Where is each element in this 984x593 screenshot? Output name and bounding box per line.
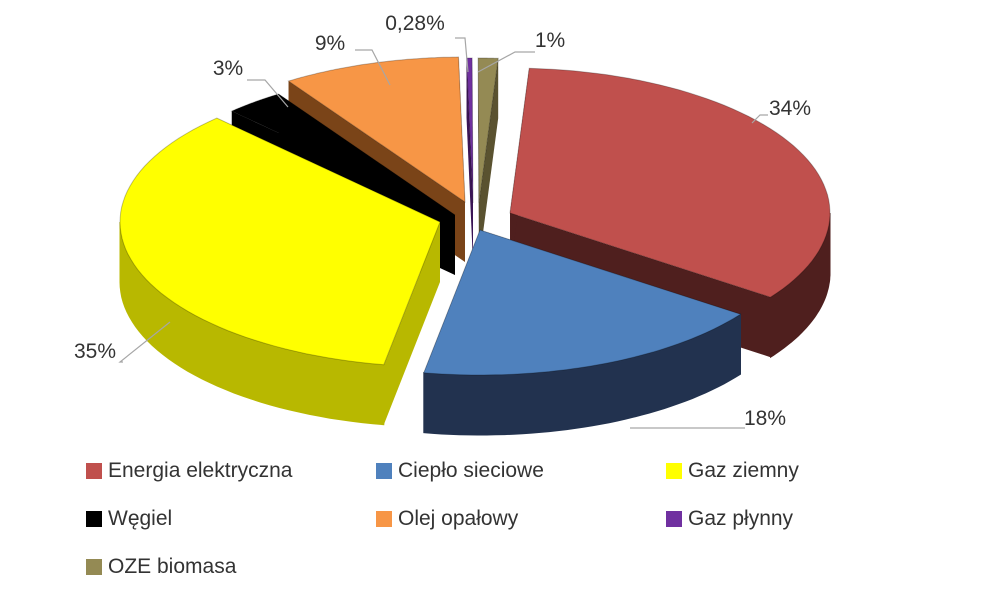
slice-rim-0 [770, 213, 831, 359]
slice-tops [119, 56, 831, 376]
leader-line-5 [455, 37, 469, 73]
data-label-1: 18% [744, 407, 786, 430]
legend-label: Gaz ziemny [688, 459, 799, 482]
data-label-6: 1% [535, 29, 565, 52]
legend-item: Gaz ziemny [666, 458, 866, 484]
leader-line-0 [751, 114, 768, 124]
slice-face-6-1 [479, 58, 499, 263]
data-labels: 34% 18% 35% 3% 9% 0,28% 1% [74, 12, 811, 430]
legend-item: Węgiel [86, 506, 376, 532]
legend-label: Gaz płynny [688, 507, 794, 530]
legend-swatch [666, 463, 682, 479]
legend-label: Olej opałowy [398, 507, 519, 530]
slice-olej-opałowy [287, 56, 466, 203]
legend-swatch [376, 463, 392, 479]
leader-lines [118, 37, 768, 429]
slice-face-2-0 [383, 222, 440, 425]
legend-item: Energia elektryczna [86, 458, 376, 484]
legend-item: Ciepło sieciowe [376, 458, 666, 484]
legend-swatch [86, 511, 102, 527]
legend: Energia elektryczna Ciepło sieciowe Gaz zi… [86, 458, 846, 580]
legend-swatch [86, 463, 102, 479]
leader-line-6 [477, 51, 535, 73]
leader-line-3 [247, 79, 289, 108]
legend-item: Gaz płynny [666, 506, 866, 532]
data-label-0: 34% [769, 97, 811, 120]
legend-swatch [86, 559, 102, 575]
pie-chart: 34% 18% 35% 3% 9% 0,28% 1% [74, 12, 831, 436]
legend-swatch [376, 511, 392, 527]
data-label-5: 0,28% [385, 12, 445, 35]
slice-energia-elektryczna [509, 67, 831, 298]
leader-line-4 [355, 49, 391, 86]
slice-face-5-0 [466, 58, 473, 263]
slice-ciepło-sieciowe [423, 229, 742, 376]
legend-item: Olej opałowy [376, 506, 666, 532]
legend-label: OZE biomasa [108, 555, 237, 578]
legend-label: Energia elektryczna [108, 459, 293, 482]
data-label-3: 3% [213, 57, 243, 80]
legend-label: Węgiel [108, 507, 173, 530]
legend-label: Ciepło sieciowe [398, 459, 544, 482]
slice-węgiel [230, 93, 456, 216]
legend-swatch [666, 511, 682, 527]
slice-gaz-ziemny [119, 117, 441, 366]
data-label-2: 35% [74, 340, 116, 363]
legend-item: OZE biomasa [86, 554, 376, 580]
slice-oze-biomasa [477, 57, 499, 204]
slice-face-6-0 [478, 58, 479, 263]
leader-line-2 [118, 321, 171, 363]
data-label-4: 9% [315, 32, 345, 55]
